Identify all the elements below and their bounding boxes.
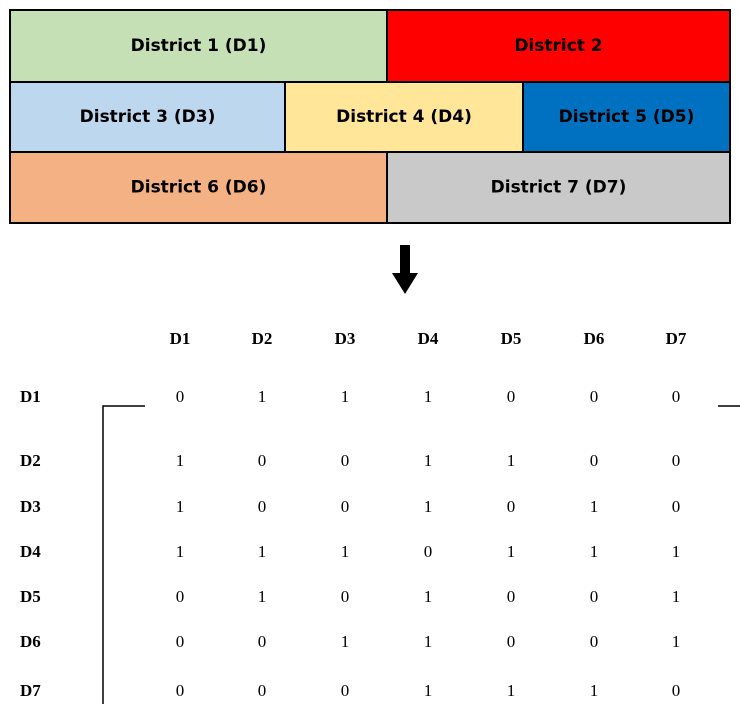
column-header: D6 [584, 329, 605, 348]
column-header: D2 [252, 329, 273, 348]
matrix-cell: 0 [258, 681, 267, 700]
matrix-cell: 1 [176, 451, 185, 470]
matrix-cell: 0 [672, 681, 681, 700]
matrix-cell: 0 [672, 451, 681, 470]
matrix-cell: 1 [258, 587, 267, 606]
district-label: District 6 (D6) [131, 178, 267, 198]
matrix-cell: 1 [507, 681, 516, 700]
matrix-cell: 1 [507, 542, 516, 561]
matrix-cell: 0 [507, 387, 516, 406]
matrix-cell: 0 [590, 451, 599, 470]
district-label: District 4 (D4) [336, 107, 472, 127]
matrix-cell: 0 [590, 387, 599, 406]
matrix-cell: 1 [672, 632, 681, 651]
column-header: D5 [501, 329, 522, 348]
column-header: D7 [666, 329, 687, 348]
matrix-cell: 0 [590, 587, 599, 606]
matrix-cell: 1 [341, 387, 350, 406]
matrix-cell: 1 [341, 632, 350, 651]
matrix-cell: 0 [341, 497, 350, 516]
matrix-cell: 1 [507, 451, 516, 470]
matrix-cell: 0 [341, 451, 350, 470]
matrix-cell: 0 [176, 387, 185, 406]
matrix-cell: 1 [176, 542, 185, 561]
matrix-cell: 1 [424, 681, 433, 700]
matrix-cell: 1 [258, 387, 267, 406]
matrix-cell: 0 [672, 387, 681, 406]
matrix-cell: 1 [424, 632, 433, 651]
row-header: D3 [20, 497, 41, 516]
district-cell [9, 151, 388, 224]
matrix-cell: 0 [258, 497, 267, 516]
column-header: D3 [335, 329, 356, 348]
district-label: District 3 (D3) [80, 107, 216, 127]
district-cell [386, 151, 731, 224]
matrix-cell: 1 [590, 542, 599, 561]
matrix-cell: 1 [424, 451, 433, 470]
district-cell [386, 9, 731, 83]
matrix-cell: 1 [590, 681, 599, 700]
matrix-cell: 0 [258, 632, 267, 651]
matrix-cell: 1 [424, 587, 433, 606]
matrix-cell: 0 [424, 542, 433, 561]
arrow [392, 245, 418, 294]
matrix-cell: 0 [672, 497, 681, 516]
district-label: District 5 (D5) [559, 107, 695, 127]
matrix-cell: 1 [424, 387, 433, 406]
matrix-bracket [102, 405, 740, 704]
matrix-cell: 1 [424, 497, 433, 516]
matrix-cell: 1 [176, 497, 185, 516]
row-header: D1 [20, 387, 41, 406]
column-header: D1 [170, 329, 191, 348]
matrix-cell: 1 [590, 497, 599, 516]
matrix-cell: 0 [258, 451, 267, 470]
matrix-cell: 0 [176, 681, 185, 700]
district-label: District 7 (D7) [491, 178, 627, 198]
matrix-cell: 1 [672, 542, 681, 561]
matrix-cell: 1 [341, 542, 350, 561]
district-label: District 1 (D1) [131, 36, 267, 56]
row-header: D2 [20, 451, 41, 470]
matrix-cell: 0 [341, 681, 350, 700]
row-header: D6 [20, 632, 41, 651]
row-header: D7 [20, 681, 41, 700]
row-header: D5 [20, 587, 41, 606]
matrix-cell: 0 [176, 632, 185, 651]
matrix-cell: 0 [176, 587, 185, 606]
matrix-cell: 0 [590, 632, 599, 651]
district-cell [522, 81, 731, 153]
column-header: D4 [418, 329, 439, 348]
matrix-cell: 0 [507, 497, 516, 516]
row-header: D4 [20, 542, 41, 561]
matrix-cell: 1 [672, 587, 681, 606]
matrix-cell: 0 [507, 587, 516, 606]
matrix-cell: 1 [258, 542, 267, 561]
district-label: District 2 [514, 36, 602, 56]
matrix-cell: 0 [507, 632, 516, 651]
matrix-cell: 0 [341, 587, 350, 606]
